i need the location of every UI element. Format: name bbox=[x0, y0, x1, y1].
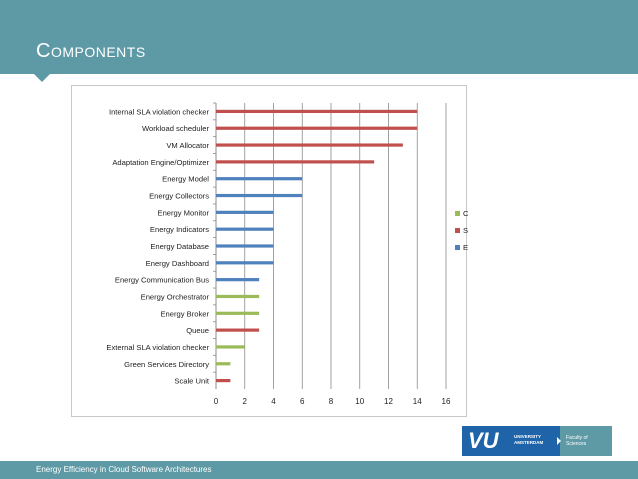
legend-label: Energy Monitoring bbox=[463, 243, 468, 252]
legend-label: Self-Adaptation bbox=[463, 226, 468, 235]
legend-swatch bbox=[455, 245, 460, 250]
slide-header: Components bbox=[0, 0, 638, 74]
bar bbox=[216, 261, 274, 265]
bar bbox=[216, 193, 303, 198]
y-category-label: Energy Monitor bbox=[158, 208, 210, 217]
x-tick-label: 6 bbox=[300, 397, 305, 406]
x-tick-label: 0 bbox=[214, 397, 219, 406]
logo-faculty-panel: Faculty of Sciences bbox=[560, 426, 612, 456]
bar bbox=[216, 294, 260, 299]
y-category-label: Scale Unit bbox=[174, 377, 209, 386]
legend-swatch bbox=[455, 228, 460, 233]
y-category-label: Energy Broker bbox=[160, 309, 209, 318]
x-tick-label: 16 bbox=[442, 397, 451, 406]
slide-footer: Energy Efficiency in Cloud Software Arch… bbox=[0, 461, 638, 479]
bar bbox=[216, 278, 260, 282]
y-category-label: Internal SLA violation checker bbox=[109, 107, 210, 116]
bar bbox=[216, 328, 260, 332]
y-category-label: Energy Dashboard bbox=[146, 259, 209, 268]
logo-faculty-text: Faculty of Sciences bbox=[566, 435, 588, 447]
x-tick-label: 4 bbox=[271, 397, 276, 406]
bar bbox=[216, 126, 418, 130]
logo-university-text: UNIVERSITY AMSTERDAM bbox=[514, 434, 543, 446]
y-category-label: VM Allocator bbox=[166, 141, 209, 150]
x-tick-label: 8 bbox=[329, 397, 334, 406]
bar bbox=[216, 345, 245, 349]
y-category-label: Queue bbox=[186, 326, 209, 335]
x-tick-label: 12 bbox=[384, 397, 393, 406]
university-logo: VU UNIVERSITY AMSTERDAM Faculty of Scien… bbox=[462, 426, 612, 456]
x-tick-label: 14 bbox=[413, 397, 422, 406]
bar bbox=[216, 227, 274, 231]
footer-text: Energy Efficiency in Cloud Software Arch… bbox=[36, 465, 212, 474]
y-category-label: Energy Database bbox=[150, 242, 209, 251]
y-category-label: Adaptation Engine/Optimizer bbox=[112, 158, 209, 167]
bar bbox=[216, 244, 274, 248]
logo-faculty-line2: Sciences bbox=[566, 441, 587, 447]
bar bbox=[216, 378, 231, 383]
bar bbox=[216, 177, 303, 181]
x-tick-label: 2 bbox=[243, 397, 248, 406]
legend-label: Cloud Federation bbox=[463, 209, 468, 218]
chevron-right-icon bbox=[557, 437, 561, 445]
bar bbox=[216, 160, 375, 164]
y-category-label: Energy Orchestrator bbox=[141, 292, 210, 301]
y-category-label: Energy Model bbox=[162, 175, 209, 184]
header-notch bbox=[34, 74, 50, 82]
bar bbox=[216, 362, 231, 366]
bar-chart: 0 2 4 6 8 10 12 14 16 Internal SLA violation chec… bbox=[106, 102, 468, 406]
y-category-label: Energy Indicators bbox=[150, 225, 209, 234]
logo-faculty-line1: Faculty of bbox=[566, 435, 588, 441]
y-category-label: Green Services Directory bbox=[124, 360, 209, 369]
y-category-label: Energy Communication Bus bbox=[115, 276, 209, 285]
logo-mark: VU bbox=[468, 428, 499, 453]
bar bbox=[216, 311, 260, 315]
y-category-label: External SLA violation checker bbox=[106, 343, 209, 352]
bar bbox=[216, 143, 403, 147]
slide-title: Components bbox=[36, 40, 146, 62]
logo-university-line1: UNIVERSITY bbox=[514, 434, 542, 439]
bar bbox=[216, 109, 418, 114]
y-category-label: Energy Collectors bbox=[149, 192, 209, 201]
x-tick-label: 10 bbox=[355, 397, 364, 406]
logo-university-line2: AMSTERDAM bbox=[514, 440, 544, 445]
legend-swatch bbox=[455, 211, 460, 216]
bar bbox=[216, 210, 274, 214]
y-category-label: Workload scheduler bbox=[142, 124, 209, 133]
chart-frame: 0 2 4 6 8 10 12 14 16 Internal SLA violation chec… bbox=[71, 85, 468, 417]
logo-blue-panel: VU UNIVERSITY AMSTERDAM bbox=[462, 426, 560, 456]
